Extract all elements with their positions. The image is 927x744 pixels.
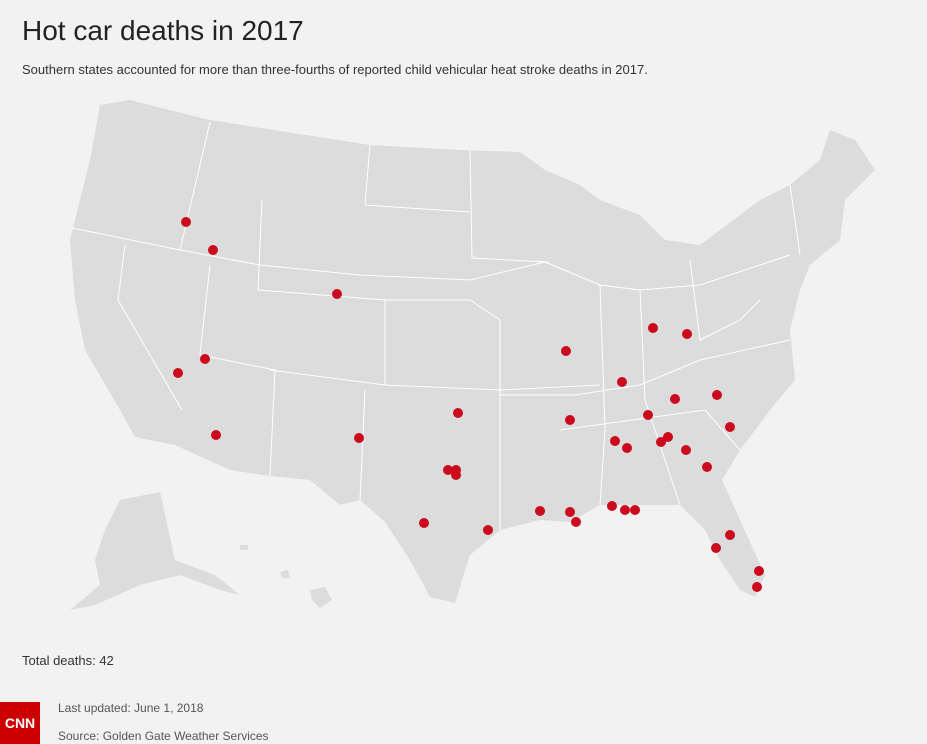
death-marker bbox=[630, 505, 640, 515]
source: Source: Golden Gate Weather Services bbox=[58, 729, 269, 743]
death-marker bbox=[754, 566, 764, 576]
death-marker bbox=[643, 410, 653, 420]
death-marker bbox=[617, 377, 627, 387]
death-marker bbox=[561, 346, 571, 356]
death-marker bbox=[622, 443, 632, 453]
death-marker bbox=[453, 408, 463, 418]
death-marker bbox=[565, 507, 575, 517]
death-markers bbox=[173, 217, 764, 592]
hawaii bbox=[240, 545, 332, 608]
last-updated: Last updated: June 1, 2018 bbox=[58, 701, 204, 715]
death-marker bbox=[725, 422, 735, 432]
death-marker bbox=[565, 415, 575, 425]
alaska bbox=[70, 492, 240, 610]
logo: CNN bbox=[5, 715, 35, 731]
death-marker bbox=[656, 437, 666, 447]
death-marker bbox=[681, 445, 691, 455]
death-marker bbox=[419, 518, 429, 528]
death-marker bbox=[354, 433, 364, 443]
death-marker bbox=[443, 465, 453, 475]
death-marker bbox=[607, 501, 617, 511]
death-marker bbox=[712, 390, 722, 400]
death-marker bbox=[211, 430, 221, 440]
state-borders bbox=[71, 121, 801, 530]
subtitle: Southern states accounted for more than … bbox=[22, 62, 648, 77]
death-marker bbox=[208, 245, 218, 255]
death-marker bbox=[725, 530, 735, 540]
death-marker bbox=[620, 505, 630, 515]
death-marker bbox=[663, 432, 673, 442]
death-marker bbox=[200, 354, 210, 364]
death-marker bbox=[571, 517, 581, 527]
total-deaths: Total deaths: 42 bbox=[22, 653, 114, 668]
death-marker bbox=[181, 217, 191, 227]
death-marker bbox=[451, 470, 461, 480]
death-marker bbox=[483, 525, 493, 535]
death-marker bbox=[332, 289, 342, 299]
death-marker bbox=[702, 462, 712, 472]
map bbox=[70, 100, 875, 610]
death-marker bbox=[752, 582, 762, 592]
logo-box bbox=[0, 702, 40, 744]
death-marker bbox=[173, 368, 183, 378]
death-marker bbox=[610, 436, 620, 446]
death-marker bbox=[648, 323, 658, 333]
death-marker bbox=[682, 329, 692, 339]
death-marker bbox=[711, 543, 721, 553]
death-marker bbox=[535, 506, 545, 516]
contiguous-us bbox=[70, 100, 875, 603]
title: Hot car deaths in 2017 bbox=[22, 15, 304, 46]
death-marker bbox=[670, 394, 680, 404]
